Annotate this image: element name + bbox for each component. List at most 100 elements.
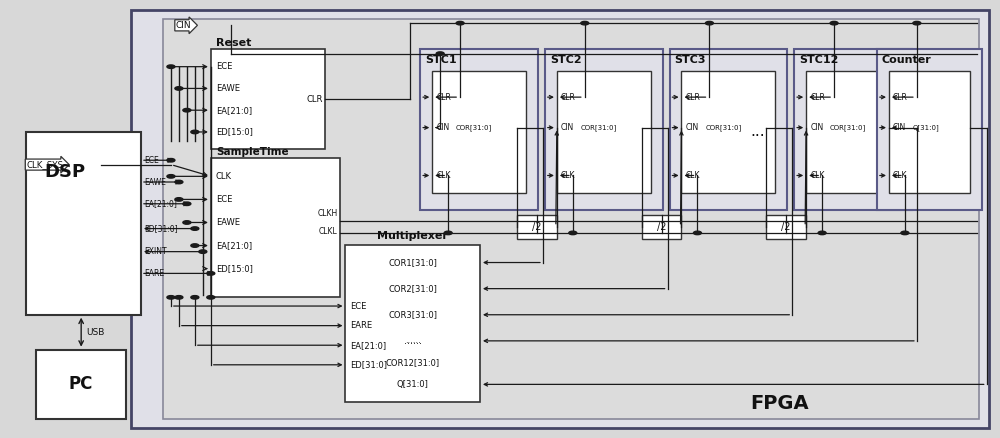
Circle shape — [183, 202, 191, 205]
Circle shape — [167, 175, 175, 178]
Text: /2: /2 — [781, 222, 791, 232]
Text: /2: /2 — [657, 222, 666, 232]
Text: DSP: DSP — [44, 163, 85, 181]
Text: USB: USB — [86, 328, 105, 337]
Circle shape — [830, 21, 838, 25]
Text: CIN: CIN — [176, 21, 192, 30]
Text: EXINT: EXINT — [144, 247, 167, 256]
Bar — [345, 245, 480, 402]
Text: CLK: CLK — [893, 171, 907, 180]
Text: COR1[31:0]: COR1[31:0] — [388, 258, 437, 267]
Circle shape — [693, 231, 701, 235]
Text: CIN: CIN — [436, 123, 449, 132]
Circle shape — [167, 159, 175, 162]
Bar — [432, 71, 526, 193]
Circle shape — [175, 180, 183, 184]
Text: EA[21:0]: EA[21:0] — [216, 241, 252, 250]
Text: ECE: ECE — [216, 62, 232, 71]
Text: Multiplexer: Multiplexer — [377, 231, 448, 241]
Text: STC2: STC2 — [550, 55, 581, 65]
Circle shape — [183, 109, 191, 112]
Bar — [670, 49, 787, 210]
Text: STC3: STC3 — [675, 55, 706, 65]
Text: CLKL: CLKL — [319, 227, 337, 236]
Text: CLKH: CLKH — [317, 209, 337, 218]
Text: CLK: CLK — [810, 171, 825, 180]
Circle shape — [207, 296, 215, 299]
Text: CLK: CLK — [561, 171, 575, 180]
Text: ...: ... — [750, 124, 765, 139]
Text: CLR: CLR — [306, 95, 322, 104]
Text: CLR: CLR — [685, 93, 700, 102]
Text: COR[31:0]: COR[31:0] — [581, 124, 617, 131]
Text: EA[21:0]: EA[21:0] — [144, 199, 177, 208]
Bar — [420, 49, 538, 210]
Circle shape — [183, 221, 191, 224]
Text: EAWE: EAWE — [216, 218, 240, 227]
Circle shape — [207, 272, 215, 275]
Text: CLR: CLR — [561, 93, 576, 102]
Bar — [681, 71, 775, 193]
Text: CIN: CIN — [810, 123, 823, 132]
Text: COR2[31:0]: COR2[31:0] — [388, 284, 437, 293]
Bar — [794, 49, 912, 210]
Circle shape — [456, 21, 464, 25]
Text: /2: /2 — [532, 222, 542, 232]
Text: CLR: CLR — [810, 93, 825, 102]
Bar — [545, 49, 663, 210]
Text: COR3[31:0]: COR3[31:0] — [388, 310, 437, 319]
Text: PC: PC — [69, 375, 93, 393]
Circle shape — [436, 52, 444, 55]
Circle shape — [901, 231, 909, 235]
Text: CIN: CIN — [893, 123, 906, 132]
Bar — [211, 49, 325, 149]
Circle shape — [191, 227, 199, 230]
Bar — [163, 19, 979, 419]
Bar — [26, 132, 141, 315]
Circle shape — [818, 231, 826, 235]
Text: EA[21:0]: EA[21:0] — [216, 106, 252, 115]
Circle shape — [175, 87, 183, 90]
Circle shape — [581, 21, 589, 25]
Text: CLK: CLK — [436, 171, 451, 180]
Bar — [642, 215, 681, 239]
Text: ......: ...... — [405, 336, 421, 345]
Text: CIN: CIN — [561, 123, 574, 132]
Circle shape — [705, 21, 713, 25]
Text: CLK_SYS: CLK_SYS — [26, 160, 63, 169]
Bar — [517, 215, 557, 239]
Bar — [766, 215, 806, 239]
Text: EA[21:0]: EA[21:0] — [350, 341, 387, 350]
Circle shape — [191, 244, 199, 247]
Text: STC12: STC12 — [799, 55, 839, 65]
Text: STC1: STC1 — [425, 55, 457, 65]
Bar — [557, 71, 651, 193]
Circle shape — [175, 198, 183, 201]
Text: ECE: ECE — [144, 156, 159, 165]
Circle shape — [191, 296, 199, 299]
Text: Counter: Counter — [882, 55, 932, 65]
Bar — [211, 158, 340, 297]
Text: EARE: EARE — [350, 321, 373, 330]
Text: Q[31:0]: Q[31:0] — [397, 380, 429, 389]
Text: ED[31:0]: ED[31:0] — [144, 224, 178, 233]
Text: SampleTime: SampleTime — [216, 147, 288, 156]
Bar — [131, 10, 989, 428]
Text: CLR: CLR — [893, 93, 908, 102]
Circle shape — [167, 296, 175, 299]
Text: ED[15:0]: ED[15:0] — [216, 127, 253, 137]
Circle shape — [175, 296, 183, 299]
Circle shape — [569, 231, 577, 235]
Text: EAWE: EAWE — [216, 84, 240, 93]
Text: COR12[31:0]: COR12[31:0] — [386, 358, 440, 367]
Text: EARE: EARE — [144, 269, 164, 278]
Text: ECE: ECE — [350, 301, 367, 311]
Circle shape — [167, 65, 175, 68]
Circle shape — [913, 21, 921, 25]
Text: ECE: ECE — [216, 195, 232, 204]
Text: ED[31:0]: ED[31:0] — [350, 360, 387, 369]
Text: CLK: CLK — [685, 171, 700, 180]
Text: CIN: CIN — [685, 123, 699, 132]
Circle shape — [444, 231, 452, 235]
Bar — [806, 71, 900, 193]
